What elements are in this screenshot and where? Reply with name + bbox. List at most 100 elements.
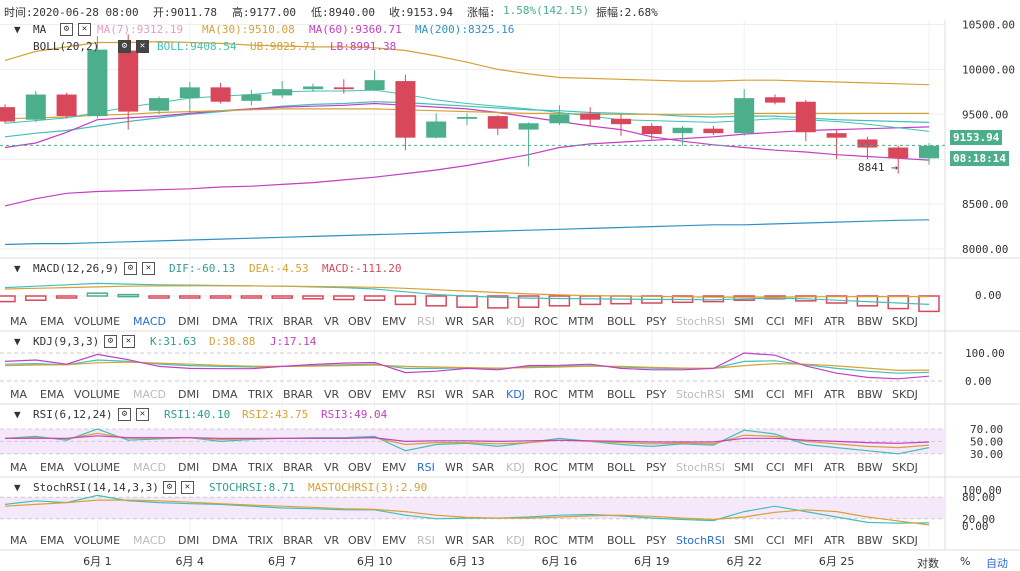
tab-stochrsi[interactable]: StochRSI <box>676 315 725 328</box>
tab-bbw[interactable]: BBW <box>857 315 883 328</box>
close-icon[interactable]: ✕ <box>136 408 149 421</box>
tab-macd[interactable]: MACD <box>133 388 166 401</box>
tab-obv[interactable]: OBV <box>348 388 372 401</box>
tab-cci[interactable]: CCI <box>766 534 785 547</box>
tab-dmi[interactable]: DMI <box>178 388 200 401</box>
auto-scale-toggle[interactable]: 自动 <box>986 557 1008 570</box>
tab-rsi[interactable]: RSI <box>417 315 435 328</box>
tab-kdj[interactable]: KDJ <box>506 388 525 401</box>
tab-sar[interactable]: SAR <box>472 461 495 474</box>
tab-skdj[interactable]: SKDJ <box>892 461 918 474</box>
tab-smi[interactable]: SMI <box>734 461 754 474</box>
tab-trix[interactable]: TRIX <box>248 534 274 547</box>
tab-brar[interactable]: BRAR <box>283 461 313 474</box>
tab-roc[interactable]: ROC <box>534 315 558 328</box>
tab-brar[interactable]: BRAR <box>283 534 313 547</box>
tab-skdj[interactable]: SKDJ <box>892 315 918 328</box>
tab-emv[interactable]: EMV <box>382 315 406 328</box>
tab-mfi[interactable]: MFI <box>794 461 814 474</box>
tab-emv[interactable]: EMV <box>382 388 406 401</box>
tab-cci[interactable]: CCI <box>766 315 785 328</box>
settings-icon[interactable]: ⚙ <box>124 262 137 275</box>
tab-dmi[interactable]: DMI <box>178 461 200 474</box>
tab-dma[interactable]: DMA <box>212 388 238 401</box>
settings-icon[interactable]: ⚙ <box>118 40 131 53</box>
settings-icon[interactable]: ⚙ <box>163 481 176 494</box>
tab-sar[interactable]: SAR <box>472 388 495 401</box>
tab-dma[interactable]: DMA <box>212 534 238 547</box>
tab-boll[interactable]: BOLL <box>607 461 636 474</box>
tab-dma[interactable]: DMA <box>212 461 238 474</box>
tab-skdj[interactable]: SKDJ <box>892 534 918 547</box>
tab-atr[interactable]: ATR <box>824 315 846 328</box>
tab-roc[interactable]: ROC <box>534 461 558 474</box>
tab-wr[interactable]: WR <box>445 315 464 328</box>
tab-sar[interactable]: SAR <box>472 534 495 547</box>
tab-ma[interactable]: MA <box>10 534 28 547</box>
tab-bbw[interactable]: BBW <box>857 461 883 474</box>
tab-dmi[interactable]: DMI <box>178 534 200 547</box>
tab-emv[interactable]: EMV <box>382 461 406 474</box>
tab-sar[interactable]: SAR <box>472 315 495 328</box>
tab-mfi[interactable]: MFI <box>794 315 814 328</box>
tab-volume[interactable]: VOLUME <box>74 315 121 328</box>
tab-kdj[interactable]: KDJ <box>506 534 525 547</box>
tab-vr[interactable]: VR <box>324 315 340 328</box>
tab-smi[interactable]: SMI <box>734 388 754 401</box>
tab-cci[interactable]: CCI <box>766 461 785 474</box>
percent-toggle[interactable]: % <box>960 555 971 568</box>
tab-trix[interactable]: TRIX <box>248 388 274 401</box>
tab-mtm[interactable]: MTM <box>568 315 594 328</box>
tab-psy[interactable]: PSY <box>646 534 667 547</box>
tab-ema[interactable]: EMA <box>40 534 64 547</box>
tab-stochrsi[interactable]: StochRSI <box>676 461 725 474</box>
tab-bbw[interactable]: BBW <box>857 388 883 401</box>
tab-brar[interactable]: BRAR <box>283 315 313 328</box>
tab-rsi[interactable]: RSI <box>417 534 435 547</box>
tab-wr[interactable]: WR <box>445 461 464 474</box>
tab-macd[interactable]: MACD <box>133 461 166 474</box>
tab-psy[interactable]: PSY <box>646 461 667 474</box>
tab-vr[interactable]: VR <box>324 461 340 474</box>
tab-boll[interactable]: BOLL <box>607 534 636 547</box>
tab-obv[interactable]: OBV <box>348 315 372 328</box>
close-icon[interactable]: ✕ <box>78 23 91 36</box>
tab-volume[interactable]: VOLUME <box>74 461 121 474</box>
settings-icon[interactable]: ⚙ <box>118 408 131 421</box>
tab-atr[interactable]: ATR <box>824 534 846 547</box>
tab-stochrsi[interactable]: StochRSI <box>676 388 725 401</box>
tab-macd[interactable]: MACD <box>133 315 166 328</box>
tab-skdj[interactable]: SKDJ <box>892 388 918 401</box>
tab-ema[interactable]: EMA <box>40 315 64 328</box>
close-icon[interactable]: ✕ <box>122 335 135 348</box>
tab-trix[interactable]: TRIX <box>248 461 274 474</box>
tab-roc[interactable]: ROC <box>534 388 558 401</box>
tab-mfi[interactable]: MFI <box>794 388 814 401</box>
tab-macd[interactable]: MACD <box>133 534 166 547</box>
tab-volume[interactable]: VOLUME <box>74 388 121 401</box>
tab-smi[interactable]: SMI <box>734 315 754 328</box>
tab-psy[interactable]: PSY <box>646 315 667 328</box>
tab-volume[interactable]: VOLUME <box>74 534 121 547</box>
tab-stochrsi[interactable]: StochRSI <box>676 534 725 547</box>
tab-kdj[interactable]: KDJ <box>506 461 525 474</box>
tab-mtm[interactable]: MTM <box>568 388 594 401</box>
tab-dmi[interactable]: DMI <box>178 315 200 328</box>
close-icon[interactable]: ✕ <box>136 40 149 53</box>
tab-mfi[interactable]: MFI <box>794 534 814 547</box>
tab-trix[interactable]: TRIX <box>248 315 274 328</box>
tab-rsi[interactable]: RSI <box>417 461 435 474</box>
tab-ma[interactable]: MA <box>10 315 28 328</box>
tab-boll[interactable]: BOLL <box>607 388 636 401</box>
tab-roc[interactable]: ROC <box>534 534 558 547</box>
tab-obv[interactable]: OBV <box>348 461 372 474</box>
tab-ma[interactable]: MA <box>10 388 28 401</box>
tab-brar[interactable]: BRAR <box>283 388 313 401</box>
tab-rsi[interactable]: RSI <box>417 388 435 401</box>
tab-atr[interactable]: ATR <box>824 461 846 474</box>
settings-icon[interactable]: ⚙ <box>104 335 117 348</box>
settings-icon[interactable]: ⚙ <box>60 23 73 36</box>
tab-bbw[interactable]: BBW <box>857 534 883 547</box>
close-icon[interactable]: ✕ <box>181 481 194 494</box>
